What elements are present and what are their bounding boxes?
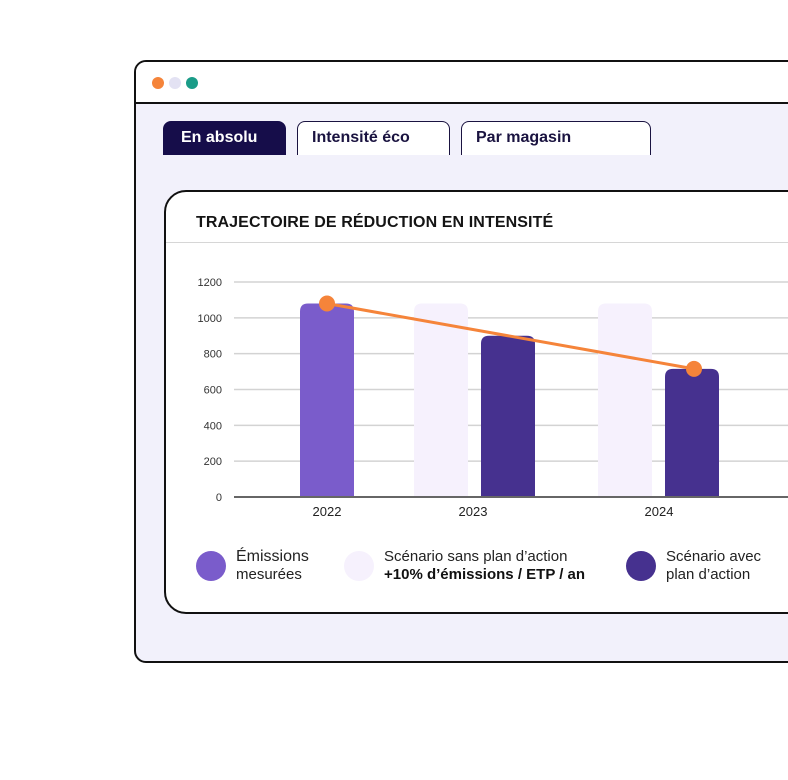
bar-2024-series-2	[665, 368, 719, 497]
trajectory-point-2022	[319, 295, 335, 312]
legend-item-emissions-mesurees: Émissions mesurées	[196, 548, 309, 584]
legend-sublabel: plan d’action	[666, 566, 751, 583]
browser-window: En absolu Intensité éco Par magasin TRAJ…	[134, 60, 788, 663]
chart-title: TRAJECTOIRE DE RÉDUCTION EN INTENSITÉ	[196, 214, 554, 231]
legend-item-sans-plan: Scénario sans plan d’action +10% d’émiss…	[344, 548, 585, 584]
x-tick-label: 2023	[459, 504, 488, 519]
legend-item-avec-plan: Scénario avec plan d’action	[626, 548, 761, 584]
x-tick-label: 2022	[313, 504, 342, 519]
tab-en-absolu[interactable]: En absolu	[163, 121, 286, 155]
bar-2023-series-1	[414, 303, 468, 497]
legend-label: Scénario sans plan d’action	[384, 548, 568, 565]
y-tick-label: 0	[216, 492, 222, 504]
y-tick-label: 200	[204, 456, 222, 468]
y-tick-label: 800	[204, 349, 222, 361]
window-titlebar	[136, 62, 788, 104]
y-tick-label: 600	[204, 385, 222, 397]
y-tick-label: 400	[204, 420, 222, 432]
legend-sublabel: mesurées	[236, 566, 302, 583]
legend-sublabel: +10% d’émissions / ETP / an	[384, 566, 586, 583]
window-dot-lavender-icon	[169, 77, 181, 89]
trajectory-line	[326, 302, 695, 371]
y-tick-label: 1200	[198, 277, 222, 289]
legend-swatch-icon	[196, 551, 226, 581]
legend-label: Scénario avec	[666, 548, 762, 565]
window-dot-orange-icon	[152, 77, 164, 89]
legend-swatch-icon	[626, 551, 656, 581]
bar-2024-series-1	[598, 303, 652, 497]
trajectory-point-2024	[686, 360, 702, 377]
bar-chart: 0 200 400 600 800 1000 1200 2022 2023 2024	[198, 277, 788, 519]
legend-label: Émissions	[236, 548, 309, 565]
tab-intensite-eco[interactable]: Intensité éco	[297, 121, 450, 155]
legend-swatch-icon	[344, 551, 374, 581]
card-divider	[166, 242, 788, 243]
x-tick-label: 2024	[645, 504, 674, 519]
bar-2022-series-0	[300, 303, 354, 497]
bar-2023-series-2	[481, 335, 535, 497]
window-dot-teal-icon	[186, 77, 198, 89]
chart-card: TRAJECTOIRE DE RÉDUCTION EN INTENSITÉ 0 2…	[164, 190, 788, 614]
y-tick-label: 1000	[198, 313, 222, 325]
tab-par-magasin[interactable]: Par magasin	[461, 121, 651, 155]
